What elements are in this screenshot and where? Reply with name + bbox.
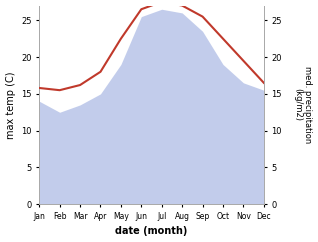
Y-axis label: med. precipitation
(kg/m2): med. precipitation (kg/m2) [293, 66, 313, 144]
Y-axis label: max temp (C): max temp (C) [5, 71, 16, 139]
X-axis label: date (month): date (month) [115, 227, 188, 236]
